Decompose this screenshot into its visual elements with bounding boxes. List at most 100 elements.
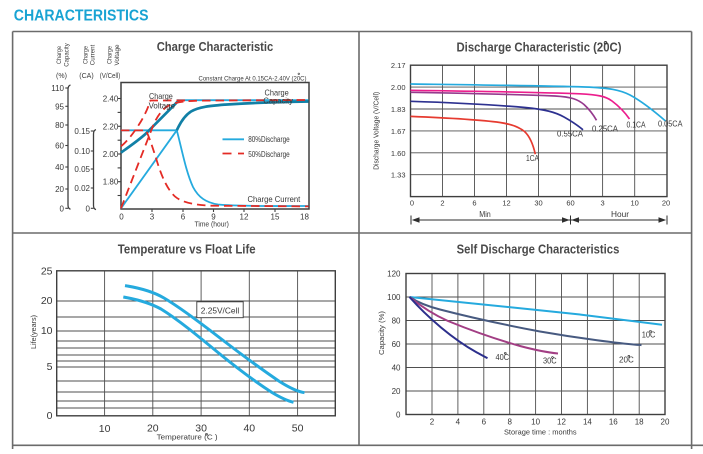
svg-text:50%Discharge: 50%Discharge: [248, 150, 290, 159]
svg-text:110: 110: [51, 84, 64, 93]
svg-text:0: 0: [86, 204, 91, 213]
svg-text:9: 9: [211, 213, 216, 222]
svg-text:1.33: 1.33: [391, 171, 406, 180]
svg-text:0.55CA: 0.55CA: [557, 130, 584, 139]
svg-text:Capacity: Capacity: [64, 43, 71, 67]
svg-text:Hour: Hour: [611, 210, 629, 219]
svg-text:Min: Min: [479, 210, 491, 219]
svg-text:10C: 10C: [642, 330, 656, 340]
svg-text:Discharge Voltage (V/Cell): Discharge Voltage (V/Cell): [372, 91, 381, 169]
svg-text:Temperature vs Float Life: Temperature vs Float Life: [118, 241, 256, 256]
svg-text:0.1CA: 0.1CA: [627, 120, 647, 129]
svg-text:30: 30: [534, 199, 542, 208]
svg-text:0: 0: [119, 213, 124, 222]
svg-text:20: 20: [662, 199, 670, 208]
svg-text:80: 80: [55, 121, 64, 130]
svg-text:6: 6: [181, 213, 186, 222]
svg-text:2.00: 2.00: [103, 150, 119, 159]
svg-text:1.83: 1.83: [391, 105, 406, 114]
svg-text:15: 15: [271, 213, 280, 222]
svg-text:0: 0: [410, 199, 414, 208]
svg-text:1.80: 1.80: [103, 178, 119, 187]
svg-text:40C: 40C: [496, 352, 510, 362]
svg-text:25: 25: [41, 266, 53, 278]
svg-text:95: 95: [55, 102, 64, 111]
svg-text:80%Discharge: 80%Discharge: [248, 135, 290, 144]
svg-text:0.02: 0.02: [74, 184, 90, 193]
svg-text:12: 12: [557, 418, 566, 427]
svg-text:10: 10: [631, 199, 639, 208]
svg-text:1.60: 1.60: [391, 149, 406, 158]
svg-text:20: 20: [661, 418, 670, 427]
svg-text:6: 6: [472, 199, 476, 208]
svg-text:10: 10: [531, 418, 540, 427]
svg-text:18: 18: [635, 418, 644, 427]
svg-text:60: 60: [55, 142, 64, 151]
svg-text:0.05: 0.05: [74, 165, 90, 174]
svg-text:60: 60: [392, 340, 401, 349]
svg-text:120: 120: [387, 270, 401, 279]
svg-text:0.15: 0.15: [74, 127, 90, 136]
svg-text:12: 12: [240, 213, 249, 222]
svg-text:(%): (%): [56, 73, 67, 80]
svg-text:2.40: 2.40: [103, 95, 119, 104]
svg-text:20: 20: [41, 295, 53, 307]
svg-text:10: 10: [99, 423, 111, 435]
svg-text:0.25CA: 0.25CA: [592, 125, 619, 134]
svg-text:CHARACTERISTICS: CHARACTERISTICS: [14, 8, 149, 25]
svg-text:80: 80: [392, 317, 401, 326]
svg-text:Storage time : months: Storage time : months: [504, 428, 577, 437]
svg-text:30C: 30C: [543, 356, 557, 366]
svg-text:Charge: Charge: [107, 46, 114, 64]
svg-text:Discharge Characteristic (20C): Discharge Characteristic (20C): [457, 40, 622, 55]
svg-text:0: 0: [60, 204, 65, 213]
svg-text:Capacity: Capacity: [263, 96, 293, 106]
svg-text:Current: Current: [90, 45, 97, 66]
svg-text:Charge: Charge: [82, 46, 89, 64]
svg-text:2: 2: [440, 199, 444, 208]
svg-text:Charge: Charge: [149, 91, 173, 101]
svg-text:Charge Characteristic: Charge Characteristic: [157, 39, 274, 54]
svg-text:0.10: 0.10: [74, 147, 90, 156]
svg-text:30: 30: [195, 423, 207, 435]
svg-text:Temperature (C ): Temperature (C ): [157, 433, 219, 442]
svg-text:100: 100: [387, 293, 401, 302]
svg-text:20: 20: [147, 423, 159, 435]
svg-text:4: 4: [456, 418, 461, 427]
svg-text:Constant Charge At 0.15CA-2.40: Constant Charge At 0.15CA-2.40V (20C): [199, 76, 307, 83]
svg-text:Time (hour): Time (hour): [195, 220, 230, 229]
svg-text:20: 20: [392, 387, 401, 396]
svg-text:Life(years): Life(years): [29, 315, 38, 349]
svg-text:20C: 20C: [619, 355, 634, 365]
svg-text:2.17: 2.17: [391, 61, 406, 70]
svg-text:2: 2: [430, 418, 435, 427]
svg-text:12: 12: [502, 199, 510, 208]
svg-text:Voltage: Voltage: [114, 44, 121, 65]
svg-text:5: 5: [47, 361, 53, 373]
svg-text:40: 40: [55, 163, 64, 172]
svg-text:3: 3: [150, 213, 155, 222]
svg-text:60: 60: [566, 199, 574, 208]
svg-text:1.67: 1.67: [391, 127, 406, 136]
svg-text:16: 16: [609, 418, 618, 427]
svg-text:0: 0: [396, 411, 401, 420]
svg-text:Charge: Charge: [56, 46, 63, 64]
svg-text:Charge Current: Charge Current: [248, 194, 301, 204]
svg-text:50: 50: [292, 423, 304, 435]
svg-text:Charge: Charge: [265, 88, 290, 98]
svg-text:(CA): (CA): [79, 73, 93, 80]
svg-text:3: 3: [601, 199, 605, 208]
svg-text:14: 14: [583, 418, 592, 427]
svg-text:(V/Cell): (V/Cell): [100, 73, 121, 80]
svg-text:Voltage: Voltage: [149, 100, 176, 110]
svg-text:1CA: 1CA: [526, 154, 540, 163]
svg-text:0.05CA: 0.05CA: [658, 120, 683, 129]
svg-text:Self Discharge Characteristics: Self Discharge Characteristics: [457, 241, 620, 256]
svg-text:6: 6: [482, 418, 487, 427]
svg-text:40: 40: [392, 364, 401, 373]
svg-text:0: 0: [47, 410, 53, 422]
svg-text:10: 10: [41, 325, 53, 337]
svg-text:20: 20: [55, 185, 64, 194]
svg-text:2.25V/Cell: 2.25V/Cell: [201, 306, 240, 316]
svg-text:8: 8: [507, 418, 512, 427]
